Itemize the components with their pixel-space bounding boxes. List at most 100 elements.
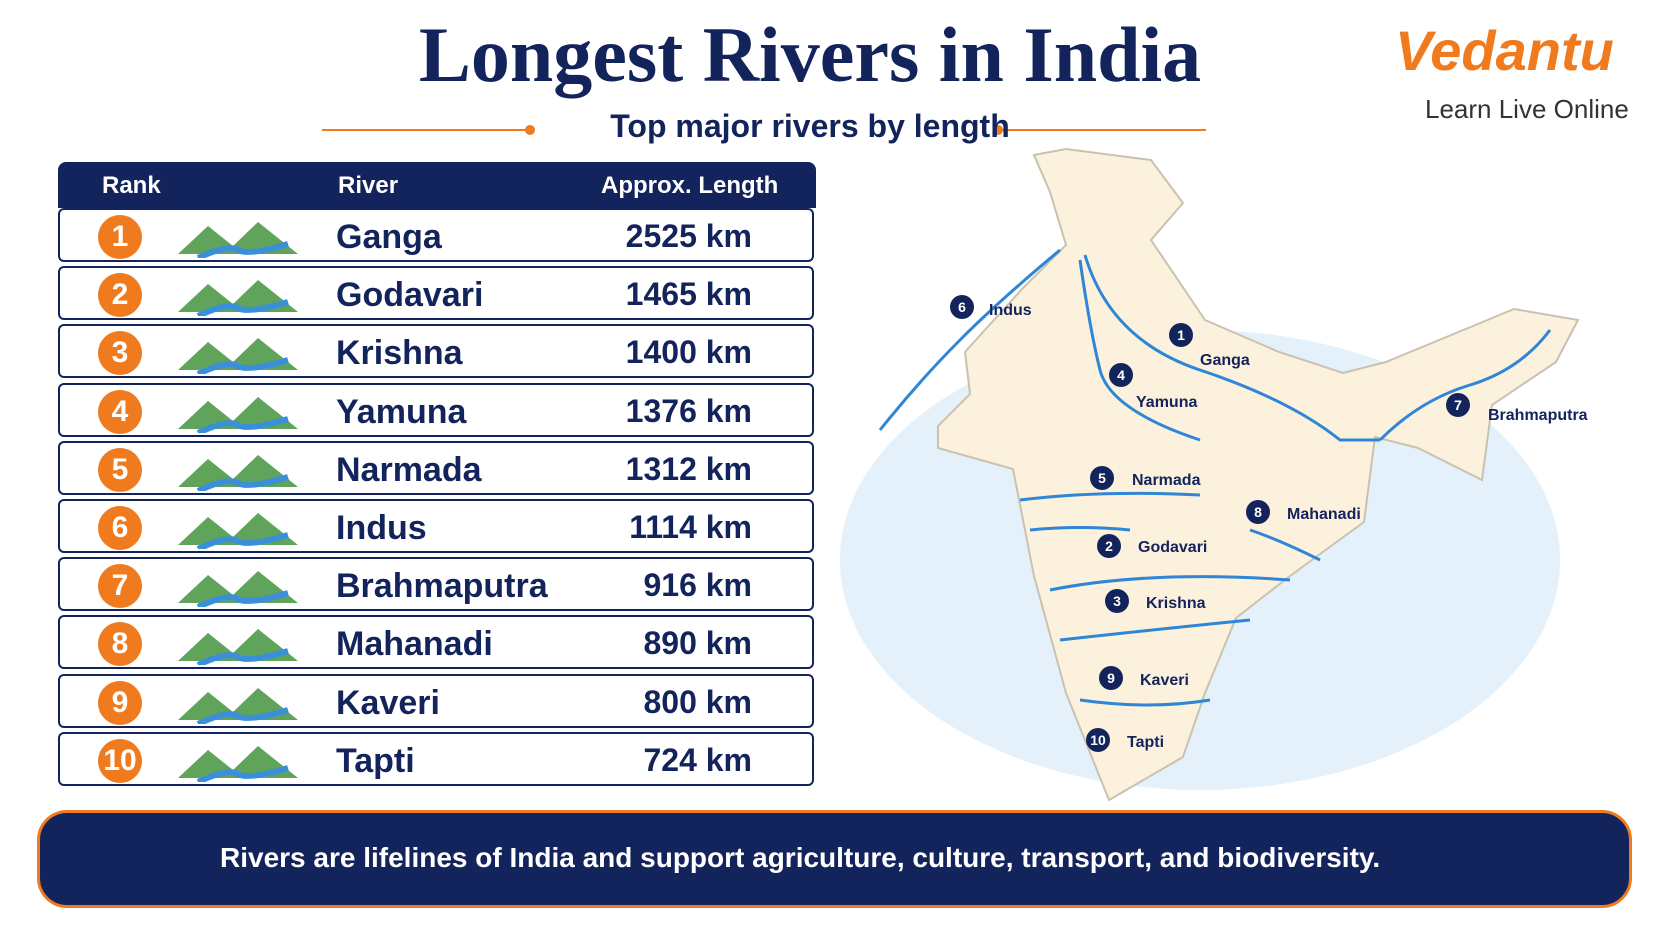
map-labels: 1 Ganga 4 Yamuna 6 Indus 7 Brahmaputra 5 Narmada 8…: [950, 295, 1588, 752]
river-icon: [178, 338, 298, 375]
map-badge: [1086, 728, 1110, 752]
rank-badge: 4: [98, 389, 142, 434]
rivers: [878, 248, 1552, 707]
map-river: Kaveri: [1140, 672, 1189, 689]
ganga: [1083, 254, 1380, 442]
map-badge: [1169, 323, 1193, 347]
title: Longest Rivers in India: [418, 11, 1202, 98]
map-river: Narmada: [1132, 472, 1201, 489]
dot: [525, 125, 535, 135]
river-icon: [178, 280, 298, 317]
column-header: River: [338, 172, 399, 199]
column-header: Approx. Length: [601, 172, 779, 199]
table-row: 9 Kaveri 800 km: [58, 673, 814, 728]
hill: [178, 571, 298, 604]
map-badge: [1109, 363, 1133, 387]
yamuna: [1078, 259, 1201, 442]
river-name: Kaveri: [336, 683, 440, 722]
stream: [196, 241, 289, 258]
river-icon: [178, 571, 298, 608]
map-rank: 4: [1117, 367, 1125, 383]
rank-badge: 7: [98, 564, 142, 609]
map-rank: 6: [958, 299, 966, 315]
river-icon: [178, 629, 298, 666]
stream: [196, 706, 289, 724]
river-length: 1465 km: [625, 276, 752, 313]
stream: [196, 532, 289, 549]
stream: [196, 764, 289, 782]
godavari: [1049, 575, 1291, 592]
indus: [878, 248, 1061, 431]
hill: [178, 687, 298, 720]
river-length: 2525 km: [625, 218, 752, 254]
table-row: 7 Brahmaputra 916 km: [58, 557, 814, 612]
table-row: 3 Krishna 1400 km: [58, 324, 814, 379]
map-rank: 8: [1254, 504, 1262, 520]
map-river: Krishna: [1146, 595, 1206, 612]
kaveri: [1079, 698, 1211, 707]
river-length: 1312 km: [625, 450, 752, 487]
table-row: 2 Godavari 1465 km: [58, 266, 814, 321]
map-river: Tapti: [1127, 734, 1164, 751]
mahanadi: [1249, 528, 1321, 562]
river-length: 724 km: [643, 741, 752, 778]
river-name: Ganga: [336, 218, 442, 256]
stream: [196, 590, 289, 608]
map-rank: 2: [1105, 538, 1113, 554]
map-badge: [1099, 666, 1123, 690]
river-icon: [178, 687, 298, 724]
table-row: 4 Yamuna 1376 km: [58, 382, 814, 437]
rank-badge: 5: [98, 447, 142, 492]
table-header: Rank River Approx. Length: [58, 162, 816, 208]
hill: [178, 222, 298, 254]
stream: [196, 473, 289, 491]
map-badge: [1446, 393, 1470, 417]
river-name: Narmada: [336, 450, 482, 489]
stream: [196, 357, 289, 375]
hill: [178, 454, 298, 487]
map-badge: [1246, 500, 1270, 524]
map-rank: 3: [1113, 593, 1121, 609]
river-name: Tapti: [336, 741, 415, 780]
map-river: Yamuna: [1136, 394, 1197, 411]
rank-badge: 3: [98, 331, 142, 376]
rank-badge: 2: [98, 273, 142, 318]
river-length: 890 km: [643, 625, 752, 662]
table-row: 10 Tapti 724 km: [58, 731, 814, 786]
stream: [196, 299, 289, 317]
footer-text: Rivers are lifelines of India and suppor…: [220, 842, 1381, 873]
stream: [196, 648, 289, 666]
river-name: Mahanadi: [336, 625, 493, 664]
rank-badge: 9: [98, 680, 142, 725]
hill: [178, 280, 298, 313]
table-row: 5 Narmada 1312 km: [58, 440, 814, 495]
hill: [178, 513, 298, 545]
river-name: Brahmaputra: [336, 567, 548, 606]
map-badge: [1097, 534, 1121, 558]
river-length: 916 km: [643, 567, 752, 604]
narmada: [1019, 491, 1201, 502]
rank-badge: 8: [98, 622, 142, 667]
hill: [178, 338, 298, 371]
river-name: Yamuna: [336, 392, 467, 431]
river-name: Godavari: [336, 276, 484, 315]
river-icon: [178, 513, 298, 549]
hill: [178, 629, 298, 662]
rank-badge: 6: [98, 506, 142, 550]
map-badge: [950, 295, 974, 319]
river-length: 800 km: [643, 683, 752, 720]
river-icon: [178, 396, 298, 433]
river-name: Indus: [336, 509, 427, 547]
logo-tagline: Learn Live Online: [1425, 94, 1629, 124]
map-river: Ganga: [1200, 352, 1250, 369]
map-rank: 1: [1177, 327, 1185, 343]
river-length: 1376 km: [625, 392, 752, 429]
dot: [993, 125, 1003, 135]
map-rank: 7: [1454, 397, 1462, 413]
logo-brand: Vedantu: [1395, 19, 1614, 82]
river-icon: [178, 222, 298, 258]
footer-banner: [37, 810, 1632, 908]
column-header: Rank: [102, 172, 161, 199]
krishna: [1059, 618, 1251, 642]
